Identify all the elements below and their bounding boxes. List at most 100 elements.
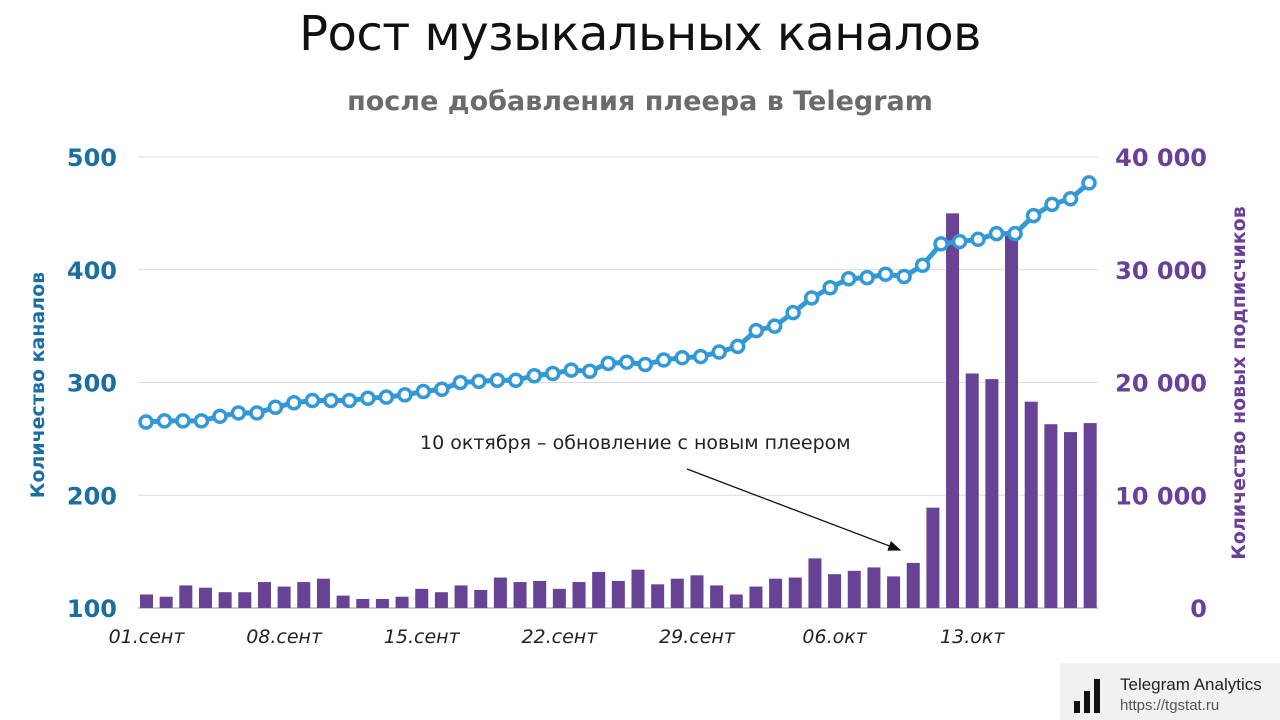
- bar: [257, 582, 271, 608]
- line-point: [175, 413, 191, 429]
- line-point: [1007, 225, 1023, 242]
- line-point: [914, 257, 931, 273]
- x-tick-label: 01.сент: [109, 626, 186, 648]
- left-tick-label: 100: [67, 595, 117, 623]
- line-point: [230, 405, 247, 421]
- line-point: [637, 356, 653, 373]
- bar: [395, 596, 409, 608]
- bar: [218, 592, 232, 608]
- left-tick-label: 500: [67, 144, 117, 172]
- bar: [611, 580, 625, 608]
- left-tick-label: 400: [67, 257, 117, 285]
- bar: [316, 578, 330, 608]
- line-point: [988, 225, 1005, 242]
- bar: [572, 582, 586, 608]
- line-point: [138, 414, 154, 430]
- line-point: [304, 392, 321, 409]
- line-point: [822, 280, 838, 296]
- bar: [788, 577, 802, 608]
- bar: [356, 598, 370, 608]
- line-point: [286, 395, 302, 411]
- line-point: [1062, 190, 1079, 207]
- line-point: [397, 387, 413, 403]
- bar: [690, 575, 704, 608]
- line-point: [803, 290, 820, 306]
- brand-url: https://tgstat.ru: [1120, 697, 1220, 714]
- left-axis-title: Количество каналов: [27, 271, 49, 499]
- bar: [336, 595, 350, 608]
- bar: [474, 589, 488, 608]
- brand-name: Telegram Analytics: [1120, 675, 1262, 694]
- right-axis-title: Количество новых подписчиков: [1228, 206, 1250, 560]
- line-point: [267, 399, 284, 416]
- bar: [277, 586, 291, 608]
- line-point: [729, 338, 746, 355]
- bar: [592, 571, 606, 608]
- line-point: [1081, 175, 1097, 191]
- right-tick-label: 0: [1190, 595, 1207, 623]
- bar: [1083, 423, 1097, 608]
- line-point: [1044, 196, 1060, 213]
- x-tick-label: 13.окт: [940, 626, 1005, 648]
- left-tick-label: 300: [67, 370, 117, 398]
- line-point: [600, 355, 617, 372]
- line-point: [212, 408, 228, 425]
- bar: [847, 570, 861, 608]
- bar: [749, 586, 763, 608]
- bar: [179, 585, 193, 608]
- bar: [415, 588, 429, 608]
- bar: [710, 585, 724, 608]
- line-point: [193, 413, 210, 429]
- line-point: [471, 373, 487, 390]
- line-point: [249, 405, 265, 421]
- line-point: [877, 266, 894, 283]
- x-tick-label: 22.сент: [521, 626, 598, 648]
- line-point: [951, 233, 968, 250]
- bar: [631, 569, 645, 608]
- bar: [1005, 232, 1019, 609]
- bar: [454, 585, 468, 608]
- bar: [493, 577, 507, 608]
- line-point: [859, 269, 875, 286]
- line-point: [341, 392, 358, 409]
- line-point: [896, 268, 912, 285]
- bar: [375, 598, 389, 608]
- bar-chart-icon: [1072, 677, 1108, 713]
- chart-subtitle: после добавления плеера в Telegram: [347, 86, 933, 117]
- line-point: [415, 383, 432, 400]
- line-point: [674, 349, 690, 366]
- bar: [670, 578, 684, 608]
- bar: [1024, 401, 1038, 608]
- line-point: [489, 372, 506, 388]
- bar: [946, 213, 960, 608]
- line-point: [748, 322, 764, 339]
- bar: [729, 594, 743, 608]
- bar: [238, 592, 252, 608]
- x-tick-label: 06.окт: [802, 626, 867, 648]
- line-series: [145, 181, 1091, 425]
- bar: [552, 588, 566, 608]
- line-point: [563, 362, 580, 378]
- x-tick-label: 29.сент: [659, 626, 736, 648]
- bar: [887, 576, 901, 608]
- right-tick-label: 10 000: [1115, 482, 1207, 510]
- line-point: [526, 367, 543, 384]
- bar: [965, 373, 979, 608]
- line-point: [692, 348, 709, 365]
- bar: [533, 580, 547, 608]
- bar: [1044, 424, 1058, 608]
- left-tick-label: 200: [67, 482, 117, 510]
- line-point: [711, 344, 727, 360]
- line-point: [618, 354, 635, 370]
- line-point: [582, 363, 598, 379]
- annotation-arrow: [686, 468, 902, 551]
- line-point: [840, 271, 857, 287]
- right-tick-label: 20 000: [1115, 370, 1207, 398]
- line-point: [452, 374, 469, 391]
- bar: [906, 562, 920, 608]
- bar: [140, 594, 153, 608]
- line-point: [933, 236, 949, 252]
- line-point: [508, 372, 524, 388]
- bar: [651, 584, 665, 608]
